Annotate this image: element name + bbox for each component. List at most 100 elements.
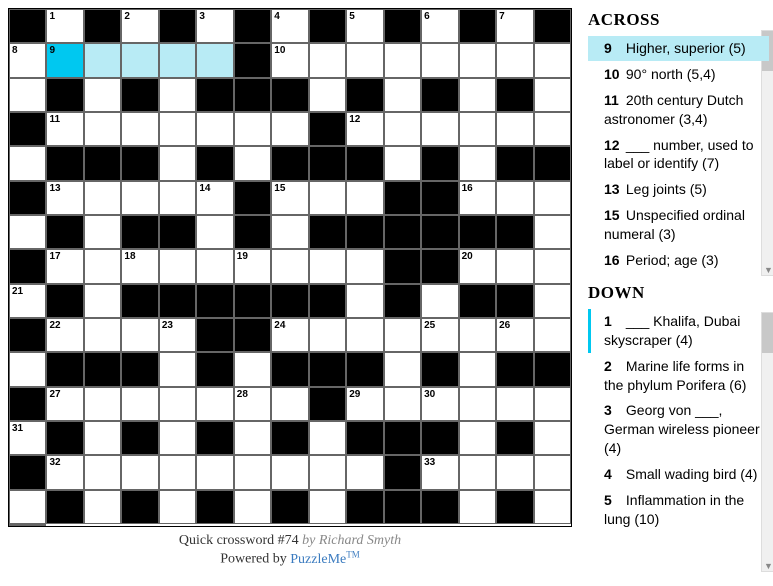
grid-cell[interactable] <box>9 78 46 112</box>
clue-item[interactable]: 4 Small wading bird (4) <box>588 462 769 487</box>
grid-cell[interactable] <box>346 181 383 215</box>
clue-item[interactable]: 1 ___ Khalifa, Dubai skyscraper (4) <box>588 309 769 353</box>
grid-cell[interactable] <box>159 78 196 112</box>
grid-cell[interactable] <box>496 387 533 421</box>
grid-cell[interactable] <box>271 215 308 249</box>
grid-cell[interactable]: 20 <box>459 249 496 283</box>
crossword-grid[interactable]: 1234567891011121314151617181920212223242… <box>8 8 572 527</box>
grid-cell[interactable] <box>459 421 496 455</box>
grid-cell[interactable] <box>534 181 571 215</box>
grid-cell[interactable] <box>496 249 533 283</box>
grid-cell[interactable] <box>9 215 46 249</box>
grid-cell[interactable] <box>534 284 571 318</box>
grid-cell[interactable]: 31 <box>9 421 46 455</box>
grid-cell[interactable] <box>9 352 46 386</box>
grid-cell[interactable] <box>534 455 571 489</box>
grid-cell[interactable]: 24 <box>271 318 308 352</box>
grid-cell[interactable] <box>84 387 121 421</box>
grid-cell[interactable] <box>346 318 383 352</box>
grid-cell[interactable] <box>84 421 121 455</box>
grid-cell[interactable] <box>84 78 121 112</box>
clue-item[interactable]: 15 Unspecified ordinal numeral (3) <box>588 203 769 247</box>
grid-cell[interactable]: 21 <box>9 284 46 318</box>
grid-cell[interactable]: 33 <box>421 455 458 489</box>
grid-cell[interactable]: 19 <box>234 249 271 283</box>
grid-cell[interactable] <box>346 455 383 489</box>
grid-cell[interactable]: 1 <box>46 9 83 43</box>
grid-cell[interactable] <box>534 78 571 112</box>
grid-cell[interactable]: 30 <box>421 387 458 421</box>
clue-item[interactable]: 13 Leg joints (5) <box>588 177 769 202</box>
grid-cell[interactable] <box>309 490 346 524</box>
grid-cell[interactable] <box>196 249 233 283</box>
grid-cell[interactable] <box>309 421 346 455</box>
clue-item[interactable]: 2 Marine life forms in the phylum Porife… <box>588 354 769 398</box>
grid-cell[interactable] <box>84 181 121 215</box>
grid-cell[interactable] <box>309 318 346 352</box>
grid-cell[interactable] <box>84 215 121 249</box>
grid-cell[interactable] <box>309 249 346 283</box>
grid-cell[interactable] <box>196 455 233 489</box>
grid-cell[interactable] <box>459 352 496 386</box>
grid-cell[interactable] <box>234 146 271 180</box>
grid-cell[interactable] <box>196 43 233 77</box>
grid-cell[interactable] <box>159 387 196 421</box>
grid-cell[interactable] <box>384 112 421 146</box>
grid-cell[interactable]: 4 <box>271 9 308 43</box>
grid-cell[interactable]: 26 <box>496 318 533 352</box>
grid-cell[interactable] <box>121 43 158 77</box>
clue-item[interactable]: 9 Higher, superior (5) <box>588 36 769 61</box>
grid-cell[interactable] <box>534 490 571 524</box>
grid-cell[interactable]: 17 <box>46 249 83 283</box>
grid-cell[interactable] <box>159 112 196 146</box>
grid-cell[interactable] <box>534 421 571 455</box>
grid-cell[interactable] <box>384 78 421 112</box>
clue-item[interactable]: 16 Period; age (3) <box>588 248 769 273</box>
grid-cell[interactable] <box>459 318 496 352</box>
grid-cell[interactable] <box>384 387 421 421</box>
grid-cell[interactable] <box>196 112 233 146</box>
grid-cell[interactable] <box>421 284 458 318</box>
grid-cell[interactable] <box>496 112 533 146</box>
grid-cell[interactable] <box>309 181 346 215</box>
grid-cell[interactable] <box>234 112 271 146</box>
clue-item[interactable]: 5 Inflammation in the lung (10) <box>588 488 769 532</box>
grid-cell[interactable] <box>534 112 571 146</box>
grid-cell[interactable]: 22 <box>46 318 83 352</box>
grid-cell[interactable]: 28 <box>234 387 271 421</box>
grid-cell[interactable]: 32 <box>46 455 83 489</box>
grid-cell[interactable] <box>346 284 383 318</box>
grid-cell[interactable] <box>159 181 196 215</box>
grid-cell[interactable] <box>534 215 571 249</box>
grid-cell[interactable] <box>271 455 308 489</box>
grid-cell[interactable]: 2 <box>121 9 158 43</box>
grid-cell[interactable]: 29 <box>346 387 383 421</box>
grid-cell[interactable] <box>309 455 346 489</box>
grid-cell[interactable]: 25 <box>421 318 458 352</box>
grid-cell[interactable] <box>121 455 158 489</box>
clue-item[interactable]: 11 20th century Dutch astronomer (3,4) <box>588 88 769 132</box>
grid-cell[interactable] <box>534 249 571 283</box>
grid-cell[interactable] <box>84 284 121 318</box>
grid-cell[interactable] <box>534 387 571 421</box>
grid-cell[interactable]: 3 <box>196 9 233 43</box>
grid-cell[interactable] <box>84 318 121 352</box>
grid-cell[interactable] <box>496 43 533 77</box>
grid-cell[interactable] <box>121 112 158 146</box>
grid-cell[interactable] <box>121 181 158 215</box>
grid-cell[interactable] <box>271 387 308 421</box>
grid-cell[interactable] <box>459 490 496 524</box>
grid-cell[interactable]: 16 <box>459 181 496 215</box>
grid-cell[interactable]: 9 <box>46 43 83 77</box>
grid-cell[interactable] <box>459 78 496 112</box>
grid-cell[interactable] <box>459 112 496 146</box>
grid-cell[interactable]: 10 <box>271 43 308 77</box>
grid-cell[interactable]: 5 <box>346 9 383 43</box>
clue-item[interactable]: 3 Georg von ___, German wireless pioneer… <box>588 398 769 461</box>
grid-cell[interactable] <box>159 249 196 283</box>
clue-item[interactable]: 10 90° north (5,4) <box>588 62 769 87</box>
grid-cell[interactable] <box>159 421 196 455</box>
grid-cell[interactable] <box>309 78 346 112</box>
grid-cell[interactable] <box>534 318 571 352</box>
grid-cell[interactable] <box>234 455 271 489</box>
